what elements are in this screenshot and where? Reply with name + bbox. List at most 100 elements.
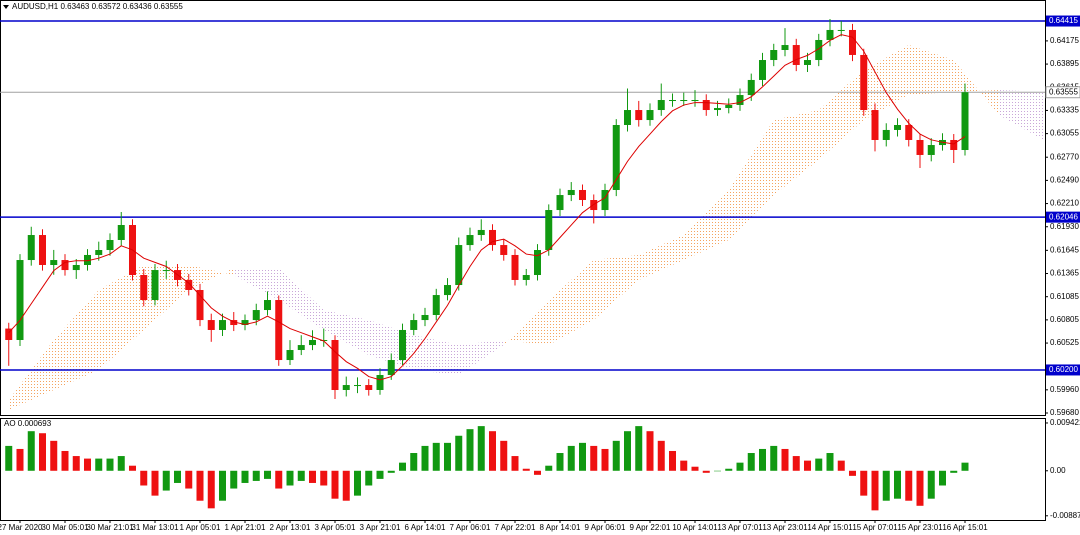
ao-bar <box>669 450 676 471</box>
ao-bar <box>916 470 924 506</box>
ichimoku-cloud <box>953 60 999 115</box>
ao-bar <box>882 470 890 501</box>
ao-bar <box>196 470 204 501</box>
candle-body <box>961 92 969 151</box>
ao-bar <box>387 470 395 473</box>
candle-body <box>421 314 429 321</box>
ao-bar <box>129 465 136 471</box>
candle-body <box>72 264 80 271</box>
ao-bar <box>747 453 755 471</box>
ao-bar <box>714 470 721 472</box>
candle-body <box>387 360 395 376</box>
y-tick-label: 0.61645 <box>1050 245 1079 254</box>
ichimoku-cloud <box>503 300 549 346</box>
ao-bar <box>230 470 238 489</box>
ao-bar <box>151 470 159 496</box>
ichimoku-cloud <box>998 89 1044 140</box>
level-label-box <box>1046 364 1080 376</box>
ao-bar <box>61 450 69 471</box>
candle-body <box>342 385 350 390</box>
candle-body <box>759 60 766 80</box>
y-tick-label: 0.64175 <box>1050 36 1079 45</box>
ao-bar <box>320 470 328 486</box>
ao-bar <box>376 470 384 479</box>
ao-bar <box>702 470 710 473</box>
candle-body <box>466 235 474 246</box>
y-tick-label: 0.60805 <box>1050 315 1079 324</box>
x-tick-label: 1 Apr 05:01 <box>180 523 221 532</box>
x-tick-label: 27 Mar 2020 <box>0 523 43 532</box>
y-tick-label: 0.00 <box>1050 466 1066 475</box>
candle-body <box>905 125 913 140</box>
ao-bar <box>84 458 91 471</box>
ao-bar <box>444 442 451 471</box>
menu-triangle[interactable] <box>3 5 9 9</box>
x-tick-label: 8 Apr 14:01 <box>540 523 581 532</box>
ao-bar <box>579 442 586 471</box>
ao-bar <box>781 448 789 471</box>
candle-body <box>286 350 294 361</box>
ao-bar <box>646 431 654 471</box>
ao-bar <box>894 470 901 499</box>
ao-bar <box>500 440 508 471</box>
y-tick-label: -0.00887 <box>1050 511 1080 520</box>
x-tick-label: 3 Apr 21:01 <box>360 523 401 532</box>
x-tick-label: 30 Mar 05:01 <box>41 523 89 532</box>
ao-bar <box>27 431 35 471</box>
candle-body <box>725 104 733 109</box>
ao-bar <box>905 470 913 501</box>
candle-body <box>489 229 496 246</box>
ao-bar <box>691 466 699 471</box>
ao-bar <box>804 460 811 471</box>
candle-body <box>635 110 643 121</box>
candle-body <box>680 100 688 102</box>
ao-bar <box>657 440 665 471</box>
candle-body <box>106 239 114 251</box>
ichimoku-cloud <box>773 110 819 196</box>
ao-panel-frame <box>0 418 1046 521</box>
candle-body <box>511 254 519 280</box>
ao-bar <box>185 470 193 489</box>
candle-body <box>657 100 665 111</box>
ao-bar <box>556 453 564 471</box>
current-price-box <box>1045 86 1080 99</box>
ao-bar <box>286 470 294 486</box>
candle-body <box>297 345 305 351</box>
candle-body <box>556 195 564 211</box>
ao-bar <box>174 470 181 483</box>
ao-bar <box>477 426 485 471</box>
candle-body <box>500 245 508 255</box>
ao-bar <box>522 468 530 471</box>
y-tick-label: 0.63895 <box>1050 59 1079 68</box>
ao-bar <box>162 470 170 491</box>
ao-bar <box>624 431 631 471</box>
candle-body <box>815 39 823 61</box>
y-tick-label: 0.009421 <box>1050 418 1080 427</box>
candle-body <box>162 270 170 272</box>
ao-bar <box>50 440 58 471</box>
candle-body <box>601 189 609 211</box>
candle-body <box>230 320 238 326</box>
candle-body <box>252 310 260 321</box>
level-label-box <box>1046 15 1080 27</box>
x-tick-label: 30 Mar 21:01 <box>86 523 134 532</box>
candle-body <box>84 254 91 265</box>
x-tick-label: 2 Apr 13:01 <box>270 523 311 532</box>
ao-bar <box>140 470 148 486</box>
ao-bar <box>770 445 778 471</box>
candle-body <box>27 235 35 261</box>
ao-bar <box>207 470 215 509</box>
ao-bar <box>342 470 350 501</box>
ao-bar <box>219 470 226 501</box>
candle-body <box>117 225 125 240</box>
ao-bar <box>117 456 125 471</box>
candle-body <box>432 295 440 315</box>
ao-bar <box>106 458 114 471</box>
ao-bar <box>72 456 80 471</box>
candle-body <box>275 300 283 361</box>
candle-body <box>736 95 744 105</box>
ao-bar <box>871 470 879 511</box>
candle-body <box>669 100 676 102</box>
ao-bar <box>489 431 496 471</box>
